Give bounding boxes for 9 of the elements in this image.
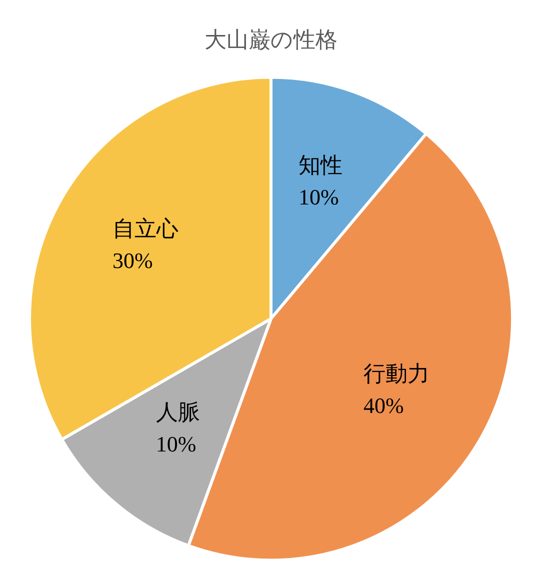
slice-label: 知性: [298, 152, 343, 178]
data-label: 10%: [298, 184, 339, 210]
data-label: 10%: [156, 431, 196, 456]
data-label: 30%: [112, 248, 153, 274]
data-label: 40%: [363, 392, 404, 418]
slice-label: 人脈: [156, 399, 200, 424]
slice-label: 行動力: [363, 360, 430, 386]
chart-title: 大山巌の性格: [204, 26, 338, 52]
slice-label: 自立心: [112, 216, 179, 242]
